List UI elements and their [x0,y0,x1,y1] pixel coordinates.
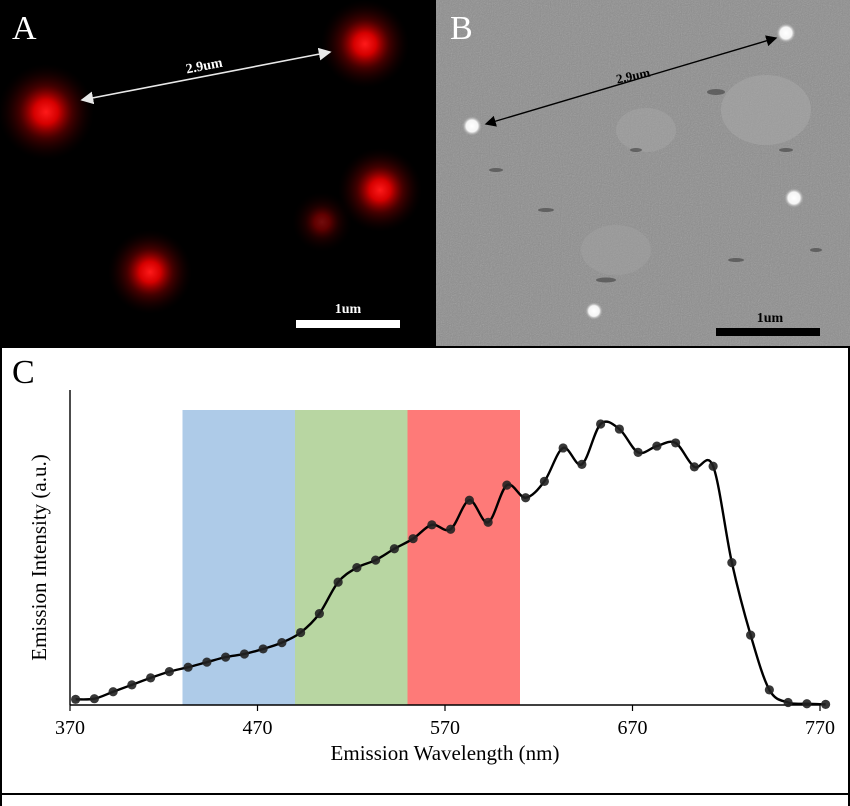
data-point [258,644,268,654]
scale-bar-label: 1um [757,311,784,326]
data-point [314,609,324,619]
data-point [652,441,662,451]
nanoparticle-dot [776,23,796,43]
nanoparticle-dot [585,302,603,320]
x-tick-label: 670 [618,717,648,739]
emitter-spot [108,230,192,314]
x-tick-label: 470 [243,717,273,739]
surface-defect [489,168,503,172]
distance-arrow [80,47,332,105]
spectrum-points [71,419,831,709]
data-point [558,443,568,453]
nanoparticle-dot [462,116,482,136]
panel-a-fluorescence-image: 2.9um 1um A [0,0,436,346]
data-point [746,630,756,640]
x-tick-label: 770 [805,717,835,739]
emission-spectrum-chart: 370 470 570 670 770 Emission Wavelength (nm)… [27,390,835,765]
data-point [464,495,474,505]
data-point [352,563,362,573]
surface-defect [630,148,642,152]
data-point [802,699,812,709]
data-point [296,627,306,638]
panel-b-canvas: 2.9um 1um [436,0,850,346]
emitter-spot [321,0,409,88]
x-axis-label: Emission Wavelength (nm) [331,741,560,765]
panel-letter: A [12,10,37,47]
data-point [371,555,381,565]
surface-blob [581,225,651,275]
scale-bar-label: 1um [335,302,362,317]
x-axis-ticks: 370 470 570 670 770 [55,705,835,739]
color-band-blue [182,410,295,705]
scale-bar [716,328,820,336]
data-point [446,524,456,534]
emitter-spot [292,192,352,252]
scale-bar [296,320,400,328]
panel-a-canvas: 2.9um 1um [0,0,422,328]
data-point [783,697,793,708]
data-point [821,699,831,709]
surface-defect [538,208,554,212]
data-point [71,694,81,704]
data-point [596,419,606,429]
surface-defect [728,258,744,262]
data-point [689,462,699,472]
data-point [502,480,512,490]
data-point [389,544,399,554]
color-bands [182,410,520,705]
data-point [277,638,287,648]
data-point [127,680,137,690]
surface-defect [779,148,793,152]
data-point [333,577,343,587]
data-point [183,662,193,672]
data-point [727,558,737,568]
data-point [483,517,493,527]
data-point [146,673,156,683]
data-point [708,461,718,471]
data-point [164,667,174,677]
surface-blob [721,75,811,145]
panel-c-emission-spectrum: C 370 470 570 670 770 Emission Wavelength (n… [0,346,850,806]
data-point [89,694,99,704]
distance-label: 2.9um [615,65,652,87]
bottom-rule [0,793,850,795]
data-point [221,652,231,662]
data-point [108,687,118,697]
distance-label: 2.9um [185,56,224,78]
data-point [521,493,531,503]
panel-letter: C [12,354,35,391]
surface-defect [707,89,725,95]
surface-defect [596,277,616,283]
surface-defect [810,248,822,252]
data-point [408,534,418,544]
panel-letter: B [450,10,473,47]
data-point [633,447,643,457]
nanoparticle-dot [784,188,804,208]
data-point [671,438,681,448]
data-point [427,520,437,530]
emitter-spot [338,148,422,232]
data-point [577,459,587,469]
emitter-spot [0,64,94,160]
surface-blob [616,108,676,152]
data-point [239,649,249,659]
color-band-green [295,410,408,705]
data-point [539,476,549,486]
x-tick-label: 370 [55,717,85,739]
data-point [614,424,624,434]
x-tick-label: 570 [430,717,460,739]
distance-arrow [484,35,778,127]
data-point [764,685,774,695]
panel-b-microscopy-image: 2.9um 1um B [436,0,850,346]
y-axis-label: Emission Intensity (a.u.) [27,454,51,660]
color-band-red [407,410,520,705]
data-point [202,657,212,667]
